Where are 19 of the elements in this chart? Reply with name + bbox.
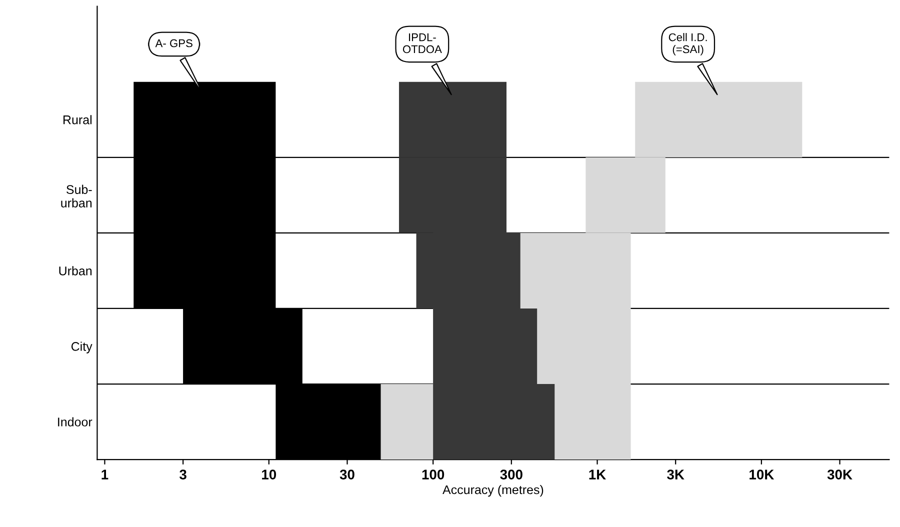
x-tick-label: 3K	[667, 470, 684, 480]
y-tick-label: City	[71, 342, 92, 354]
text: IPDL- OTDOA	[402, 33, 442, 54]
y-tick-label: Indoor	[58, 417, 92, 426]
x-tick-label: 1K	[589, 470, 606, 480]
x-tick-label: 100	[422, 470, 444, 480]
x-tick-label: 30	[340, 470, 354, 480]
x-tick-label: 30K	[827, 470, 852, 480]
x-tick-label: 1	[102, 470, 108, 480]
y-tick-label: Sub- urban	[61, 184, 92, 208]
y-tick-label: Rural	[63, 115, 92, 124]
x-axis-title: Accuracy (metres)	[442, 484, 544, 497]
text: Cell I.D. (=SAI)	[668, 33, 707, 56]
x-tick-label: 10	[262, 470, 276, 480]
text: A- GPS	[155, 39, 192, 48]
x-tick-label: 3	[180, 470, 186, 480]
x-tick-label: 10K	[750, 470, 774, 480]
x-tick-label: 300	[500, 470, 522, 480]
y-tick-label: Urban	[59, 266, 92, 276]
